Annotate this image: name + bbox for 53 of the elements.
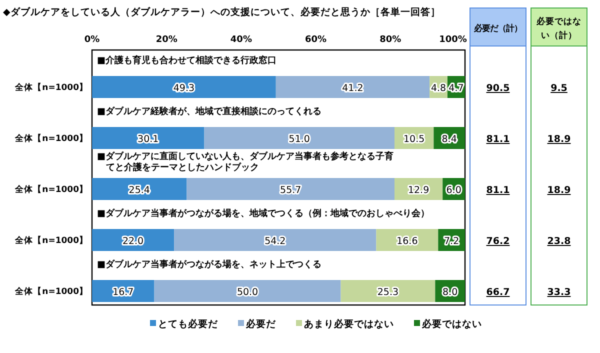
- data-label: 10.5: [404, 134, 425, 145]
- text: 18.9: [547, 134, 571, 145]
- text: 90.5: [486, 83, 510, 94]
- text: 33.3: [547, 287, 571, 298]
- x-tick-label: 60%: [305, 35, 327, 45]
- legend-label: とても必要だ: [158, 318, 219, 330]
- y-tick-label: 全体【n=1000】: [14, 82, 88, 93]
- data-label: 55.7: [280, 185, 302, 196]
- annotation: ■介護も育児も合わせて相談できる行政窓口: [97, 54, 277, 66]
- text: 9.5: [550, 83, 568, 94]
- data-label: 16.7: [112, 287, 134, 298]
- data-label: 16.6: [396, 236, 418, 247]
- data-label: 30.1: [138, 134, 159, 145]
- text: 81.1: [486, 185, 510, 196]
- text: 必要だ（計）: [473, 23, 522, 33]
- data-label: 4.8: [430, 83, 446, 94]
- data-label: 22.0: [122, 236, 144, 247]
- annotation: ■ダブルケアに直面していない人も、ダブルケア当事者も参考となる子育てと介護をテーマとしたハンドブック: [97, 150, 394, 173]
- data-label: 54.2: [264, 236, 286, 247]
- x-tick-label: 20%: [156, 35, 178, 45]
- data-label: 25.3: [377, 287, 399, 298]
- data-label: 41.2: [342, 83, 364, 94]
- legend-label: あまり必要ではない: [304, 318, 394, 330]
- data-label: 7.2: [444, 236, 460, 247]
- data-label: 51.0: [288, 134, 310, 145]
- data-label: 25.4: [128, 185, 150, 196]
- annotation: ■ダブルケア当事者がつながる場を、ネット上でつくる: [97, 259, 322, 270]
- chart-title: ◆ダブルケアをしている人（ダブルケアラー）への支援について、必要だと思うか［各単一回答］: [3, 6, 440, 18]
- y-tick-label: 全体【n=1000】: [14, 133, 88, 144]
- text: 81.1: [486, 134, 510, 145]
- x-tick-label: 40%: [230, 35, 252, 45]
- x-tick-label: 0%: [84, 35, 100, 45]
- data-label: 8.4: [442, 134, 457, 145]
- text: 18.9: [547, 185, 571, 196]
- data-label: 12.9: [408, 185, 430, 196]
- y-tick-label: 全体【n=1000】: [14, 235, 88, 246]
- y-tick-label: 全体【n=1000】: [14, 184, 88, 195]
- text: 23.8: [547, 236, 572, 247]
- x-tick-label: 100%: [439, 35, 467, 45]
- annotation: ■ダブルケア経験者が、地域で直接相談にのってくれる: [97, 106, 322, 117]
- data-label: 50.0: [236, 287, 258, 298]
- text: 76.2: [486, 236, 510, 247]
- legend-label: 必要ではない: [421, 318, 482, 330]
- data-label: 4.7: [448, 83, 464, 94]
- data-label: 8.0: [442, 287, 458, 298]
- data-label: 49.3: [173, 83, 195, 94]
- x-tick-label: 80%: [380, 35, 402, 45]
- text: 66.7: [486, 287, 510, 298]
- legend-label: 必要だ: [245, 318, 277, 330]
- y-tick-label: 全体【n=1000】: [14, 286, 88, 297]
- text: 必要ではない（計）: [536, 16, 582, 41]
- annotation: ■ダブルケア当事者がつながる場を、地域でつくる（例：地域でのおしゃべり会）: [97, 208, 430, 219]
- data-label: 6.0: [446, 185, 462, 196]
